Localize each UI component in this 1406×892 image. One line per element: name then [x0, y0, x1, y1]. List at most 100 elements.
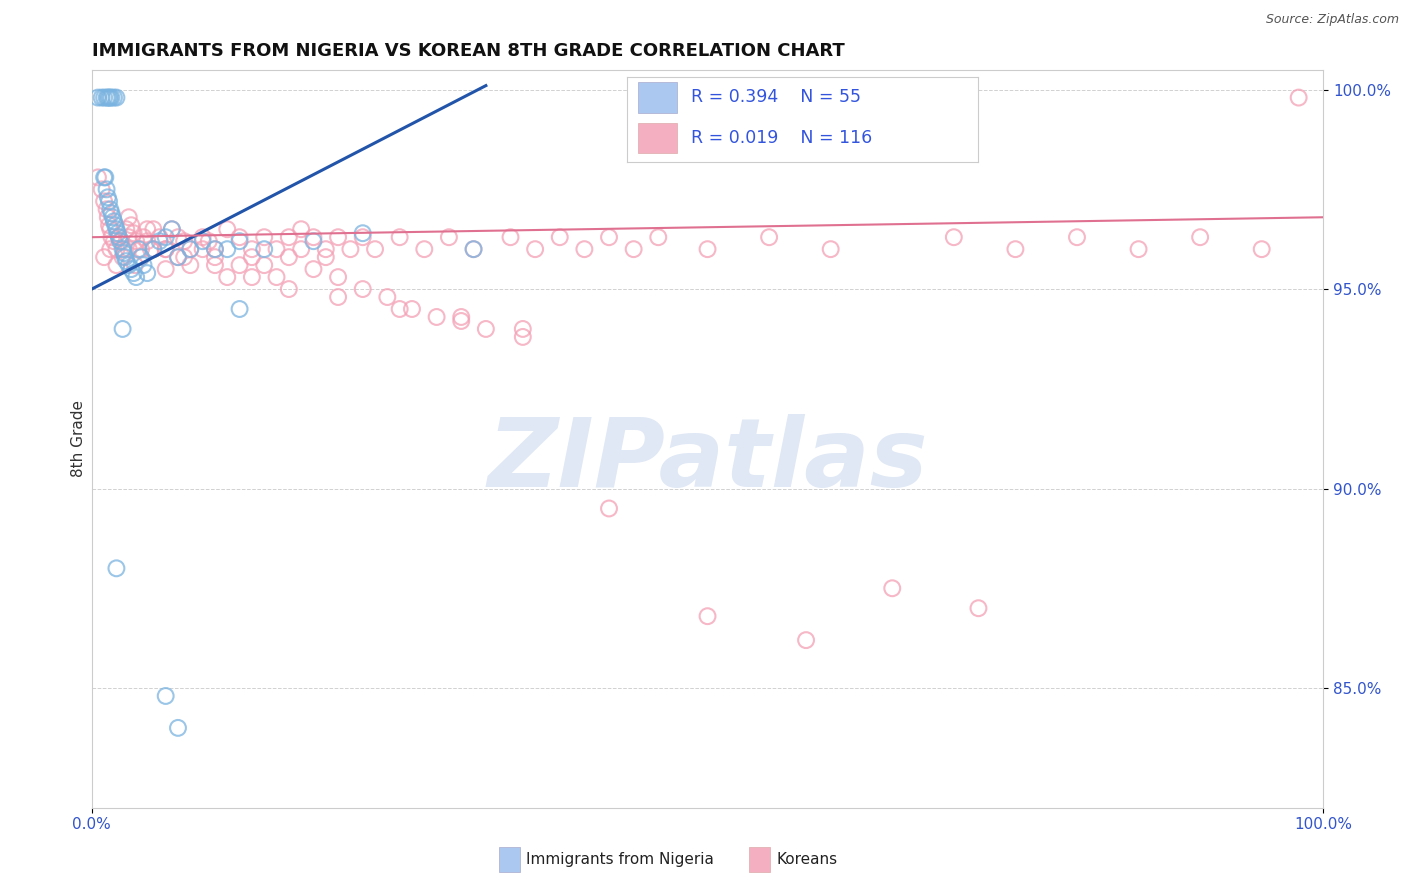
Point	[90, 182, 112, 196]
Point	[115, 222, 138, 236]
Point	[94, 170, 117, 185]
Point	[87, 170, 110, 185]
Point	[179, 242, 201, 256]
Point	[574, 242, 596, 256]
Point	[155, 242, 177, 256]
Point	[108, 230, 131, 244]
Point	[179, 242, 201, 256]
Point	[111, 242, 134, 256]
Point	[132, 258, 155, 272]
Point	[115, 254, 138, 268]
Point	[167, 230, 190, 244]
Point	[1066, 230, 1088, 244]
Point	[108, 234, 131, 248]
Point	[105, 242, 128, 256]
Point	[228, 301, 250, 316]
Point	[277, 230, 299, 244]
Point	[315, 242, 337, 256]
Point	[524, 242, 547, 256]
Point	[155, 262, 177, 277]
Point	[160, 222, 183, 236]
Point	[499, 230, 522, 244]
Point	[326, 290, 349, 304]
Point	[136, 234, 159, 248]
Y-axis label: 8th Grade: 8th Grade	[72, 401, 86, 477]
Point	[98, 242, 121, 256]
Point	[155, 242, 177, 256]
Point	[132, 230, 155, 244]
Point	[118, 230, 141, 244]
Point	[266, 242, 288, 256]
Text: ZIPatlas: ZIPatlas	[488, 414, 928, 508]
Point	[97, 190, 120, 204]
Point	[326, 230, 349, 244]
Point	[110, 234, 132, 248]
Point	[125, 234, 148, 248]
Point	[122, 226, 145, 240]
Point	[136, 266, 159, 280]
Point	[148, 230, 170, 244]
Point	[240, 270, 263, 285]
Point	[1189, 230, 1212, 244]
Point	[97, 90, 120, 104]
Point	[352, 230, 374, 244]
Point	[148, 234, 170, 248]
Point	[101, 211, 124, 225]
Point	[111, 322, 134, 336]
Point	[647, 230, 669, 244]
Point	[96, 182, 118, 196]
Point	[1004, 242, 1026, 256]
Point	[98, 90, 121, 104]
Point	[217, 242, 239, 256]
Point	[364, 242, 387, 256]
Point	[103, 214, 125, 228]
Point	[136, 222, 159, 236]
Point	[100, 230, 122, 244]
Point	[160, 222, 183, 236]
Point	[104, 219, 127, 233]
Point	[277, 250, 299, 264]
Point	[142, 242, 165, 256]
Point	[240, 250, 263, 264]
Point	[96, 90, 118, 104]
Point	[129, 242, 152, 256]
Point	[266, 270, 288, 285]
Point	[290, 242, 312, 256]
Point	[758, 230, 780, 244]
Point	[217, 270, 239, 285]
Point	[204, 242, 226, 256]
Point	[375, 290, 398, 304]
Point	[204, 250, 226, 264]
Point	[253, 230, 276, 244]
Point	[290, 222, 312, 236]
Point	[125, 270, 148, 285]
Point	[1288, 90, 1310, 104]
Point	[98, 202, 121, 217]
Point	[228, 230, 250, 244]
Point	[463, 242, 485, 256]
Point	[107, 226, 129, 240]
Point	[598, 230, 620, 244]
Point	[228, 258, 250, 272]
Point	[167, 250, 190, 264]
Point	[512, 322, 534, 336]
Point	[167, 250, 190, 264]
Text: Immigrants from Nigeria: Immigrants from Nigeria	[526, 853, 714, 867]
Point	[882, 581, 904, 595]
Point	[93, 250, 115, 264]
Point	[103, 234, 125, 248]
Point	[463, 242, 485, 256]
Point	[967, 601, 990, 615]
Point	[204, 242, 226, 256]
Point	[475, 322, 498, 336]
Point	[173, 250, 195, 264]
Point	[111, 250, 134, 264]
Point	[1250, 242, 1272, 256]
Point	[112, 242, 135, 256]
Point	[1128, 242, 1150, 256]
Point	[142, 242, 165, 256]
Point	[315, 250, 337, 264]
Point	[217, 222, 239, 236]
Point	[253, 242, 276, 256]
Point	[87, 90, 110, 104]
